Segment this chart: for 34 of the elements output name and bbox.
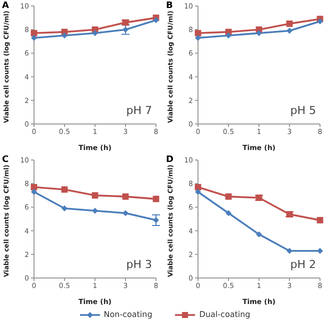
point <box>256 231 262 238</box>
point <box>226 210 232 216</box>
point <box>31 188 37 195</box>
legend-label: Dual-coating <box>199 310 250 319</box>
annotation: pH 3 <box>126 258 152 271</box>
point <box>256 30 262 36</box>
chart-title: B <box>166 1 173 11</box>
point <box>195 188 201 195</box>
point <box>317 18 323 24</box>
point <box>92 30 98 36</box>
chart-title: C <box>2 155 9 165</box>
point <box>122 210 128 216</box>
point <box>31 34 37 41</box>
point <box>92 208 98 214</box>
point <box>226 32 232 38</box>
point <box>122 193 129 200</box>
point <box>92 192 98 199</box>
point <box>152 196 160 202</box>
point <box>62 205 68 212</box>
point <box>153 17 159 24</box>
point <box>195 34 201 41</box>
annotation: pH 7 <box>126 104 152 117</box>
point <box>286 28 292 34</box>
chart-title: D <box>166 155 174 165</box>
point <box>286 248 292 254</box>
point <box>225 193 232 200</box>
chart-title: A <box>2 1 9 11</box>
legend-label: Non-coating <box>104 310 152 319</box>
point <box>62 32 68 38</box>
point <box>286 20 293 27</box>
point <box>316 216 324 224</box>
annotation: pH 2 <box>290 258 316 271</box>
point <box>317 248 323 254</box>
annotation: pH 5 <box>290 104 316 117</box>
